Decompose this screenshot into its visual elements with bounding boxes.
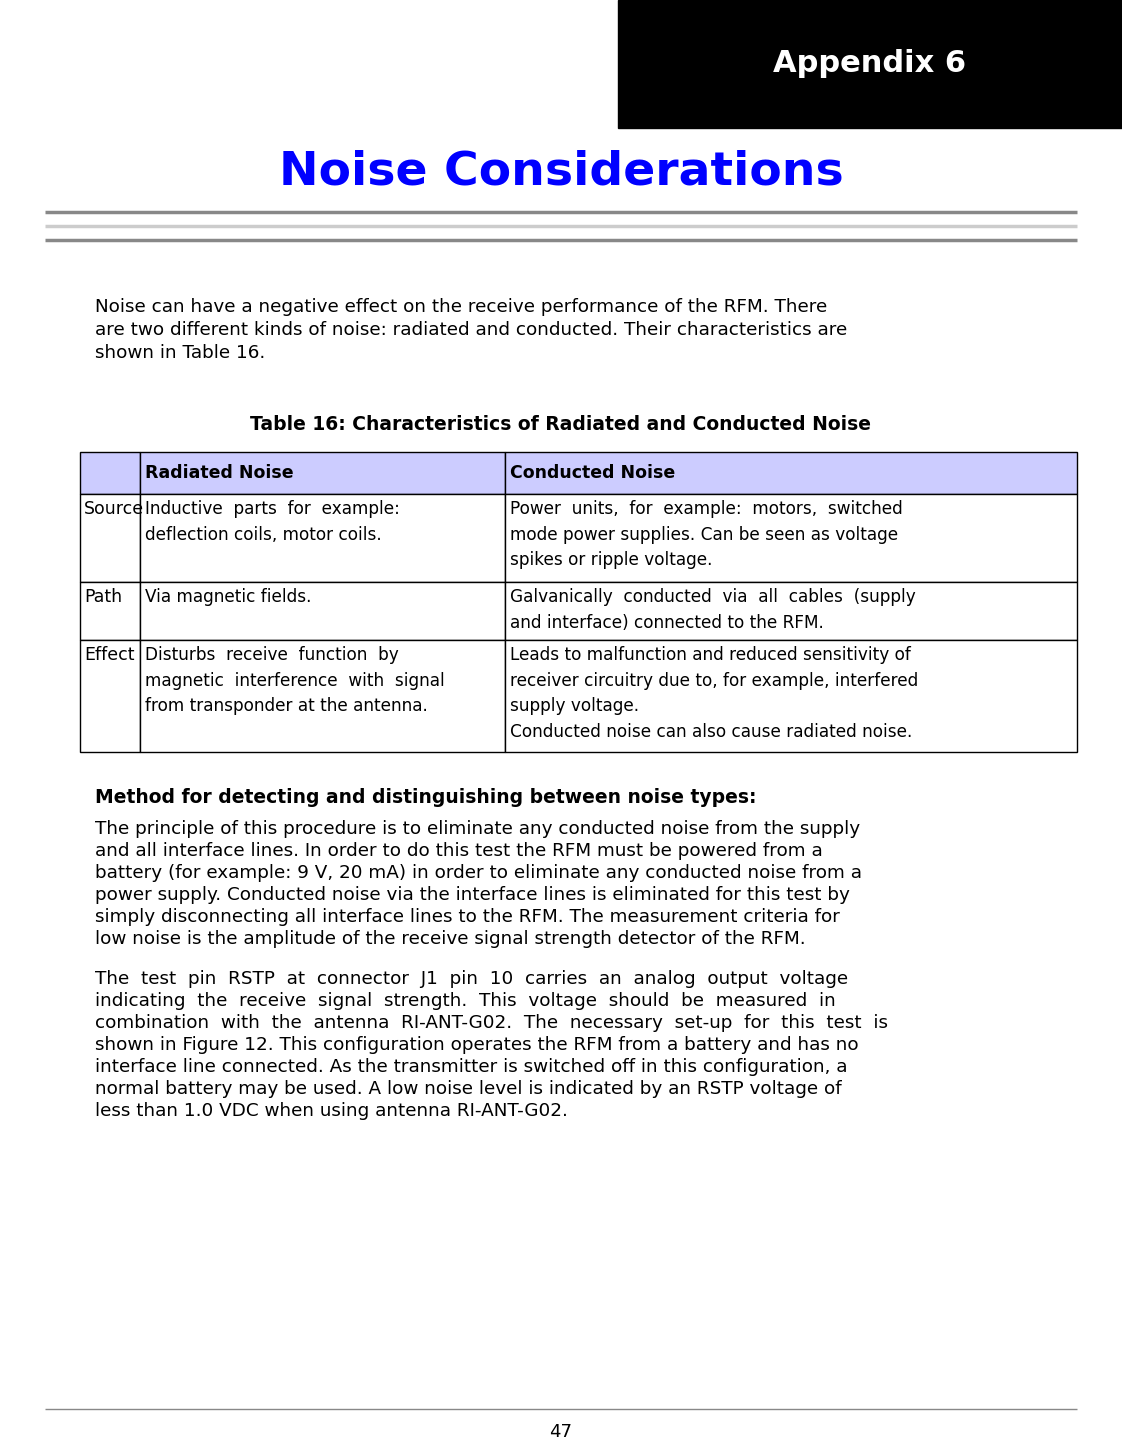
Bar [80,640,140,752]
Text: indicating  the  receive  signal  strength.  This  voltage  should  be  measured: indicating the receive signal strength. … [95,991,836,1010]
Text: Leads to malfunction and reduced sensitivity of
receiver circuitry due to, for e: Leads to malfunction and reduced sensiti… [511,646,918,741]
Text: Disturbs  receive  function  by
magnetic  interference  with  signal
from transp: Disturbs receive function by magnetic in… [145,646,444,715]
Bar [140,582,505,640]
Text: battery (for example: 9 V, 20 mA) in order to eliminate any conducted noise from: battery (for example: 9 V, 20 mA) in ord… [95,865,862,882]
Text: 47: 47 [550,1424,572,1441]
Text: shown in Figure 12. This configuration operates the RFM from a battery and has n: shown in Figure 12. This configuration o… [95,1036,858,1053]
Bar [505,452,1077,494]
Bar [80,494,140,582]
Text: are two different kinds of noise: radiated and conducted. Their characteristics : are two different kinds of noise: radiat… [95,321,847,339]
Text: The  test  pin  RSTP  at  connector  J1  pin  10  carries  an  analog  output  v: The test pin RSTP at connector J1 pin 10… [95,970,848,989]
Text: Effect: Effect [84,646,135,664]
Bar [505,582,1077,640]
Text: Method for detecting and distinguishing between noise types:: Method for detecting and distinguishing … [95,788,756,807]
Text: Noise can have a negative effect on the receive performance of the RFM. There: Noise can have a negative effect on the … [95,298,827,316]
Text: Appendix 6: Appendix 6 [773,49,966,78]
Bar [140,640,505,752]
Text: Radiated Noise: Radiated Noise [145,464,294,481]
Bar [80,452,140,494]
Bar [140,494,505,582]
Bar [140,452,505,494]
Text: shown in Table 16.: shown in Table 16. [95,344,265,362]
Text: less than 1.0 VDC when using antenna RI-ANT-G02.: less than 1.0 VDC when using antenna RI-… [95,1102,568,1120]
Text: The principle of this procedure is to eliminate any conducted noise from the sup: The principle of this procedure is to el… [95,820,861,839]
Text: normal battery may be used. A low noise level is indicated by an RSTP voltage of: normal battery may be used. A low noise … [95,1079,842,1098]
Text: Conducted Noise: Conducted Noise [511,464,675,481]
Bar [80,582,140,640]
Bar [505,640,1077,752]
Bar [618,0,1122,128]
Text: interface line connected. As the transmitter is switched off in this configurati: interface line connected. As the transmi… [95,1058,847,1076]
Text: combination  with  the  antenna  RI-ANT-G02.  The  necessary  set-up  for  this : combination with the antenna RI-ANT-G02.… [95,1014,888,1032]
Text: Path: Path [84,588,122,607]
Text: Noise Considerations: Noise Considerations [278,150,844,195]
Text: Source: Source [84,500,144,517]
Text: simply disconnecting all interface lines to the RFM. The measurement criteria fo: simply disconnecting all interface lines… [95,908,840,927]
Text: power supply. Conducted noise via the interface lines is eliminated for this tes: power supply. Conducted noise via the in… [95,886,849,904]
Text: Table 16: Characteristics of Radiated and Conducted Noise: Table 16: Characteristics of Radiated an… [250,415,872,434]
Text: Power  units,  for  example:  motors,  switched
mode power supplies. Can be seen: Power units, for example: motors, switch… [511,500,903,569]
Bar [505,494,1077,582]
Text: and all interface lines. In order to do this test the RFM must be powered from a: and all interface lines. In order to do … [95,842,822,860]
Text: Via magnetic fields.: Via magnetic fields. [145,588,312,607]
Text: Inductive  parts  for  example:
deflection coils, motor coils.: Inductive parts for example: deflection … [145,500,399,543]
Text: low noise is the amplitude of the receive signal strength detector of the RFM.: low noise is the amplitude of the receiv… [95,929,806,948]
Text: Galvanically  conducted  via  all  cables  (supply
and interface) connected to t: Galvanically conducted via all cables (s… [511,588,916,631]
